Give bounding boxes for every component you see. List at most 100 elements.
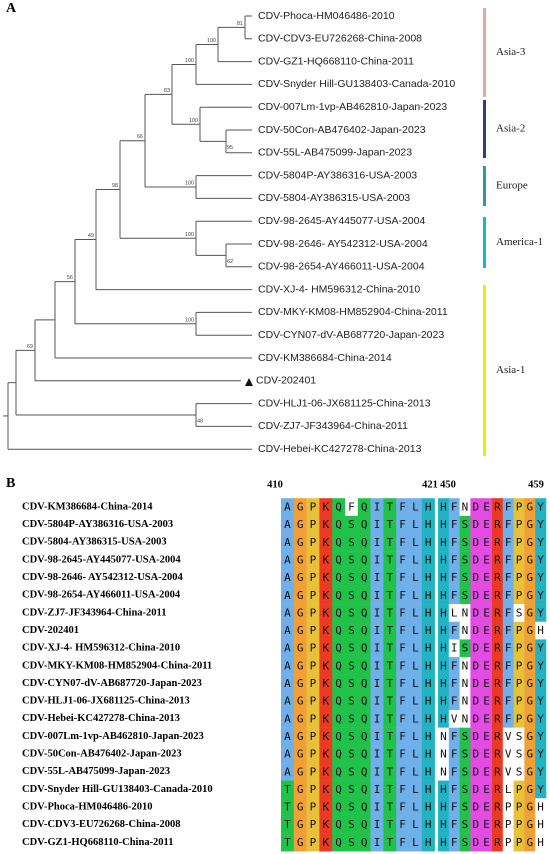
residue-cell <box>492 586 504 605</box>
residue-cell <box>396 674 410 693</box>
residue-cell <box>332 498 346 517</box>
residue-cell <box>421 780 435 799</box>
residue-cell <box>345 674 359 693</box>
residue-cell <box>345 815 359 834</box>
residue-cell <box>409 727 423 746</box>
residue-cell <box>396 657 410 675</box>
sequence-name: CDV-KM386684-China-2014 <box>22 501 153 512</box>
residue-cell <box>421 710 435 728</box>
residue-sequence: TGPKQSQITFLH <box>284 801 438 814</box>
residue-cell <box>492 745 504 764</box>
residue-cell <box>332 692 346 711</box>
residue-cell <box>421 745 435 764</box>
residue-cell <box>319 798 333 817</box>
residue-cell <box>306 621 320 640</box>
residue-cell <box>448 621 460 640</box>
sequence-name: CDV-ZJ7-JF343964-China-2011 <box>22 607 166 618</box>
residue-cell <box>370 621 384 640</box>
residue-cell <box>421 727 435 746</box>
residue-cell <box>535 815 547 834</box>
residue-cell <box>459 568 471 587</box>
residue-cell <box>492 674 504 693</box>
residue-sequence: AGPKQFQITFLH <box>284 501 438 514</box>
sequence-name: CDV-202401 <box>22 625 79 636</box>
residue-sequence: HFNDERFPGY <box>440 677 548 690</box>
residue-cell <box>357 798 371 817</box>
residue-cell <box>357 498 371 517</box>
residue-cell <box>438 551 450 570</box>
residue-cell <box>470 515 482 534</box>
residue-cell <box>281 621 295 640</box>
residue-cell <box>396 639 410 658</box>
residue-cell <box>281 604 295 622</box>
residue-cell <box>459 604 471 622</box>
residue-cell <box>421 833 435 852</box>
residue-cell <box>383 762 397 781</box>
residue-cell <box>535 568 547 587</box>
residue-cell <box>281 639 295 658</box>
residue-cell <box>524 710 536 728</box>
position-number: 450 <box>440 479 456 490</box>
residue-cell <box>357 745 371 764</box>
residue-sequence: HFNDERFPGY <box>440 659 548 672</box>
clade-label: America-1 <box>496 236 543 248</box>
residue-cell <box>409 833 423 852</box>
residue-cell <box>396 762 410 781</box>
sequence-name: CDV-98-2654-AY466011-USA-2004 <box>22 590 181 601</box>
residue-cell <box>459 674 471 693</box>
residue-cell <box>448 815 460 834</box>
residue-sequence: HFSDERFPGY <box>440 536 548 549</box>
residue-cell <box>535 586 547 605</box>
residue-cell <box>492 551 504 570</box>
residue-cell <box>370 657 384 675</box>
residue-cell <box>513 515 525 534</box>
residue-cell <box>319 815 333 834</box>
residue-cell <box>319 674 333 693</box>
position-number: 410 <box>267 479 283 490</box>
residue-cell <box>409 639 423 658</box>
bootstrap-value: 100 <box>189 118 198 124</box>
residue-cell <box>459 639 471 658</box>
residue-cell <box>492 657 504 675</box>
residue-cell <box>306 604 320 622</box>
residue-cell <box>513 833 525 852</box>
residue-cell <box>459 586 471 605</box>
residue-cell <box>306 780 320 799</box>
residue-cell <box>306 674 320 693</box>
residue-cell <box>492 533 504 552</box>
residue-cell <box>383 727 397 746</box>
residue-cell <box>281 798 295 817</box>
residue-cell <box>345 762 359 781</box>
residue-cell <box>492 639 504 658</box>
residue-cell <box>448 515 460 534</box>
residue-cell <box>357 762 371 781</box>
sequence-name: CDV-CYN07-dV-AB687720-Japan-2023 <box>22 678 202 689</box>
residue-cell <box>306 533 320 552</box>
residue-sequence: AGPKQSQITFLH <box>284 571 438 584</box>
residue-cell <box>481 533 493 552</box>
residue-cell <box>481 604 493 622</box>
residue-cell <box>502 745 514 764</box>
residue-sequence: AGPKQSQITFLH <box>284 536 438 549</box>
residue-cell <box>319 586 333 605</box>
residue-cell <box>345 533 359 552</box>
residue-cell <box>421 639 435 658</box>
sequence-name: CDV-98-2645-AY445077-USA-2004 <box>22 554 181 565</box>
sequence-name: CDV-XJ-4- HM596312-China-2010 <box>22 643 180 654</box>
residue-sequence: AGPKQSQITFLH <box>284 553 438 566</box>
residue-cell <box>421 815 435 834</box>
residue-cell <box>470 551 482 570</box>
residue-cell <box>319 568 333 587</box>
residue-cell <box>357 833 371 852</box>
residue-cell <box>535 657 547 675</box>
residue-cell <box>332 586 346 605</box>
residue-cell <box>396 621 410 640</box>
residue-cell <box>345 798 359 817</box>
residue-cell <box>470 604 482 622</box>
leaf-label: CDV-98-2654-AY466011-USA-2004 <box>258 261 425 273</box>
residue-cell <box>357 692 371 711</box>
residue-cell <box>459 515 471 534</box>
residue-cell <box>481 762 493 781</box>
residue-cell <box>383 780 397 799</box>
residue-cell <box>459 833 471 852</box>
